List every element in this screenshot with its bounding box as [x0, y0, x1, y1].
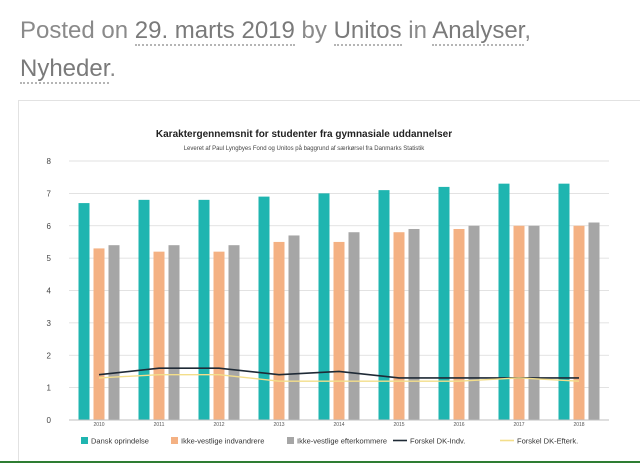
bar-dansk [138, 199, 150, 420]
bar-ikke-efterk [168, 245, 180, 420]
category-separator: , [524, 17, 532, 44]
chart-bars [78, 183, 600, 420]
y-tick-label: 4 [47, 287, 52, 296]
y-tick-label: 0 [47, 416, 52, 425]
bar-dansk [558, 183, 570, 420]
bar-ikke-indv [333, 241, 345, 420]
bar-dansk [78, 203, 90, 420]
bar-dansk [438, 186, 450, 420]
bar-ikke-indv [573, 225, 585, 420]
y-tick-label: 6 [47, 222, 52, 231]
legend-label: Forskel DK-Indv. [410, 437, 465, 446]
x-axis: 2010 2011 2012 2013 2014 2015 2016 2017 2018 [69, 419, 609, 428]
y-tick-label: 8 [47, 157, 52, 166]
bottom-rule [0, 461, 640, 463]
y-tick-label: 1 [47, 384, 52, 393]
bar-ikke-indv [453, 228, 465, 420]
bar-ikke-indv [213, 251, 225, 420]
posted-on-label: Posted on [20, 17, 129, 44]
legend-label: Ikke-vestlige indvandrere [181, 437, 264, 446]
bar-dansk [498, 183, 510, 420]
chart-figure: Karaktergennemsnit for studenter fra gym… [18, 100, 640, 461]
post-date-link[interactable]: 29. marts 2019 [134, 17, 295, 46]
bar-ikke-indv [513, 225, 525, 420]
bar-ikke-indv [273, 241, 285, 420]
chart-svg: Karaktergennemsnit for studenter fra gym… [47, 129, 609, 446]
bar-ikke-efterk [288, 235, 300, 420]
author-link[interactable]: Unitos [333, 17, 402, 46]
chart-lines [98, 367, 580, 382]
bar-dansk [318, 193, 330, 420]
bar-ikke-efterk [348, 232, 360, 420]
x-tick-label: 2012 [213, 422, 224, 428]
y-tick-label: 7 [47, 189, 52, 198]
y-tick-label: 2 [47, 351, 52, 360]
y-tick-label: 3 [47, 319, 52, 328]
bar-ikke-indv [153, 251, 165, 420]
bar-dansk [198, 199, 210, 420]
chart-subtitle: Leveret af Paul Lyngbyes Fond og Unitos … [184, 145, 426, 152]
legend-swatch [171, 437, 178, 444]
category-link-nyheder[interactable]: Nyheder [20, 55, 110, 84]
bar-ikke-efterk [408, 228, 420, 420]
x-tick-label: 2014 [333, 422, 344, 428]
x-tick-label: 2017 [513, 422, 524, 428]
legend-label: Ikke-vestlige efterkommere [297, 437, 387, 446]
bar-ikke-efterk [228, 245, 240, 420]
bar-dansk [378, 190, 390, 420]
chart-title: Karaktergennemsnit for studenter fra gym… [156, 129, 452, 140]
x-tick-label: 2011 [154, 422, 165, 428]
y-axis: 0 1 2 3 4 5 6 7 8 [47, 157, 52, 425]
legend-swatch [81, 437, 88, 444]
chart-legend: Dansk oprindelse Ikke-vestlige indvandrer… [81, 437, 578, 446]
x-tick-label: 2016 [453, 422, 464, 428]
line-forskel-efterk [98, 373, 580, 382]
bar-ikke-efterk [108, 245, 120, 420]
by-label: by [301, 17, 327, 44]
x-tick-label: 2013 [273, 422, 284, 428]
in-label: in [408, 17, 427, 44]
x-tick-label: 2010 [93, 422, 104, 428]
legend-label: Dansk oprindelse [91, 437, 149, 446]
bar-ikke-efterk [528, 225, 540, 420]
legend-swatch [287, 437, 294, 444]
bar-ikke-efterk [588, 222, 600, 420]
post-meta: Posted on 29. marts 2019 by Unitos in An… [20, 12, 620, 88]
bar-dansk [258, 196, 270, 420]
bar-ikke-indv [93, 248, 105, 420]
x-tick-label: 2018 [573, 422, 584, 428]
legend-label: Forskel DK-Efterk. [517, 437, 578, 446]
y-tick-label: 5 [47, 254, 52, 263]
meta-end: . [109, 55, 117, 82]
bar-ikke-efterk [468, 225, 480, 420]
category-link-analyser[interactable]: Analyser [432, 17, 525, 46]
line-forskel-indv [98, 367, 579, 379]
bar-ikke-indv [393, 232, 405, 420]
x-tick-label: 2015 [393, 422, 404, 428]
